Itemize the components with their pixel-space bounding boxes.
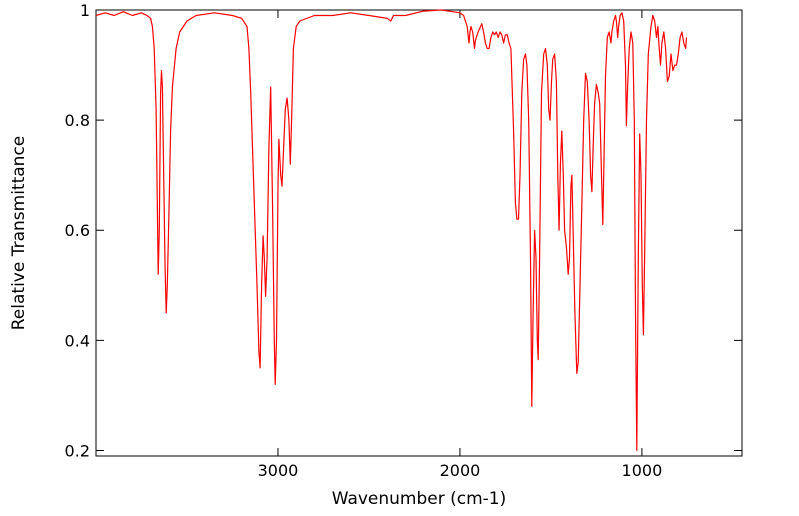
- plot-area: [95, 9, 743, 457]
- y-tick-label: 0.4: [65, 331, 90, 350]
- x-tick-label: 3000: [258, 461, 299, 480]
- y-tick-label: 0.8: [65, 111, 90, 130]
- x-tick-label: 1000: [622, 461, 663, 480]
- y-axis-title: Relative Transmittance: [9, 136, 29, 331]
- x-tick-label: 2000: [440, 461, 481, 480]
- spectrum-line: [95, 9, 688, 452]
- x-axis: 3000 2000 1000: [258, 10, 663, 480]
- x-axis-title: Wavenumber (cm-1): [332, 489, 507, 509]
- y-tick-label: 0.2: [65, 441, 90, 460]
- y-tick-label: 0.6: [65, 221, 90, 240]
- y-axis: 0.2 0.4 0.6 0.8 1: [65, 1, 742, 460]
- y-tick-label: 1: [80, 1, 90, 20]
